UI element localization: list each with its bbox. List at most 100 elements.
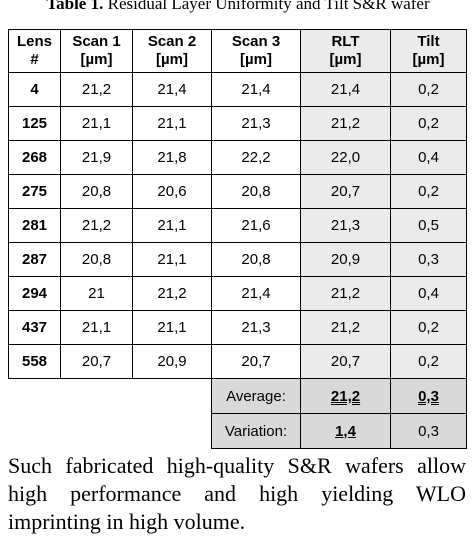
table-cell: 21,1 — [132, 106, 212, 141]
table-cell: 558 — [8, 344, 61, 379]
table-cell: 294 — [8, 276, 61, 311]
table-cell: 21 — [60, 276, 133, 311]
summary-row: Variation: 1,4 0,3 — [8, 413, 467, 449]
table-row: 287 20,8 21,1 20,8 20,9 0,3 — [8, 242, 467, 277]
header-cell: Scan 1 [µm] — [60, 29, 133, 73]
table-cell: 20,8 — [60, 174, 133, 209]
table-cell: 437 — [8, 310, 61, 345]
table-caption: Table 1. Residual Layer Uniformity and T… — [8, 0, 468, 14]
table-cell: 0,2 — [390, 72, 467, 107]
summary-value-text: 0,3 — [418, 387, 439, 405]
caption-label: Table 1. — [46, 0, 104, 13]
table-cell: 20,6 — [132, 174, 212, 209]
table-row: 125 21,1 21,1 21,3 21,2 0,2 — [8, 106, 467, 141]
table-cell: 275 — [8, 174, 61, 209]
table-cell: 20,9 — [132, 344, 212, 379]
table-cell: 21,3 — [300, 208, 391, 243]
header-text: [µm] — [412, 51, 445, 68]
table-cell: 20,8 — [211, 242, 301, 277]
table-cell: 20,8 — [211, 174, 301, 209]
body-paragraph: Such fabricated high-quality S&R wafers … — [8, 453, 466, 534]
table-cell: 0,2 — [390, 174, 467, 209]
summary-label: Variation: — [211, 413, 301, 449]
summary-label: Average: — [211, 378, 301, 414]
table-cell: 21,4 — [300, 72, 391, 107]
table-cell: 21,1 — [60, 106, 133, 141]
header-text: Scan 2 — [147, 33, 197, 50]
summary: Average: 21,2 0,3 Variation: 1,4 0,3 — [8, 378, 467, 449]
table-cell: 0,4 — [390, 140, 467, 175]
summary-value: 0,3 — [390, 378, 467, 414]
table-cell: 21,1 — [60, 310, 133, 345]
table-row: 275 20,8 20,6 20,8 20,7 0,2 — [8, 174, 467, 209]
summary-value: 0,3 — [390, 413, 467, 449]
table-row: 437 21,1 21,1 21,3 21,2 0,2 — [8, 310, 467, 345]
header-text: RLT — [331, 33, 360, 50]
summary-value: 1,4 — [300, 413, 391, 449]
table-cell: 21,9 — [60, 140, 133, 175]
table-row: 294 21 21,2 21,4 21,2 0,4 — [8, 276, 467, 311]
table-cell: 22,2 — [211, 140, 301, 175]
header-cell: Scan 2 [µm] — [132, 29, 212, 73]
header-text: Scan 3 — [231, 33, 281, 50]
table-cell: 21,1 — [132, 208, 212, 243]
header-cell: RLT [µm] — [300, 29, 391, 73]
table-cell: 125 — [8, 106, 61, 141]
table-cell: 21,6 — [211, 208, 301, 243]
header-cell: Lens # — [8, 29, 61, 73]
table-cell: 0,2 — [390, 310, 467, 345]
header-row: Lens # Scan 1 [µm] Scan 2 [µm] Scan 3 [µm] RLT [µ… — [8, 29, 467, 73]
table-cell: 21,3 — [211, 106, 301, 141]
table-cell: 20,9 — [300, 242, 391, 277]
header-text: [µm] — [156, 51, 188, 68]
header-cell: Tilt [µm] — [390, 29, 467, 73]
table-cell: 0,5 — [390, 208, 467, 243]
table-cell: 268 — [8, 140, 61, 175]
table-cell: 4 — [8, 72, 61, 107]
header-text: [µm] — [80, 51, 113, 68]
data-table: Lens # Scan 1 [µm] Scan 2 [µm] Scan 3 [µm] RLT [µ… — [8, 29, 467, 449]
summary-value: 21,2 — [300, 378, 391, 414]
table-cell: 20,7 — [60, 344, 133, 379]
header-text: Tilt — [417, 33, 440, 50]
header-text: # — [30, 51, 39, 68]
table-row: 4 21,2 21,4 21,4 21,4 0,2 — [8, 72, 467, 107]
table-cell: 0,2 — [390, 106, 467, 141]
table-cell: 21,1 — [132, 242, 212, 277]
summary-value-text: 21,2 — [330, 387, 361, 405]
table-row: 268 21,9 21,8 22,2 22,0 0,4 — [8, 140, 467, 175]
summary-value-text: 1,4 — [335, 422, 356, 440]
table-cell: 21,4 — [132, 72, 212, 107]
table-cell: 0,4 — [390, 276, 467, 311]
header-text: Lens — [16, 33, 52, 50]
table-cell: 21,2 — [132, 276, 212, 311]
table-cell: 21,2 — [300, 310, 391, 345]
summary-row: Average: 21,2 0,3 — [8, 378, 467, 414]
header-cell: Scan 3 [µm] — [211, 29, 301, 73]
table-cell: 21,2 — [300, 276, 391, 311]
table-cell: 20,8 — [60, 242, 133, 277]
table-cell: 0,3 — [390, 242, 467, 277]
table-cell: 20,7 — [211, 344, 301, 379]
caption-text: Residual Layer Uniformity and Tilt S&R w… — [107, 0, 430, 13]
table-cell: 21,4 — [211, 276, 301, 311]
table-cell: 21,8 — [132, 140, 212, 175]
table-cell: 20,7 — [300, 344, 391, 379]
header-text: Scan 1 — [72, 33, 121, 50]
table-cell: 21,3 — [211, 310, 301, 345]
table-cell: 0,2 — [390, 344, 467, 379]
table-cell: 287 — [8, 242, 61, 277]
header-text: [µm] — [329, 51, 362, 68]
table-row: 558 20,7 20,9 20,7 20,7 0,2 — [8, 344, 467, 379]
header-text: [µm] — [240, 51, 272, 68]
table-body: 4 21,2 21,4 21,4 21,4 0,2 125 21,1 21,1 21,3 21,2 0… — [8, 72, 467, 379]
table-cell: 281 — [8, 208, 61, 243]
table-cell: 21,1 — [132, 310, 212, 345]
table-cell: 22,0 — [300, 140, 391, 175]
table-cell: 21,2 — [300, 106, 391, 141]
table-cell: 21,2 — [60, 72, 133, 107]
table-cell: 21,4 — [211, 72, 301, 107]
table-cell: 21,2 — [60, 208, 133, 243]
table-cell: 20,7 — [300, 174, 391, 209]
